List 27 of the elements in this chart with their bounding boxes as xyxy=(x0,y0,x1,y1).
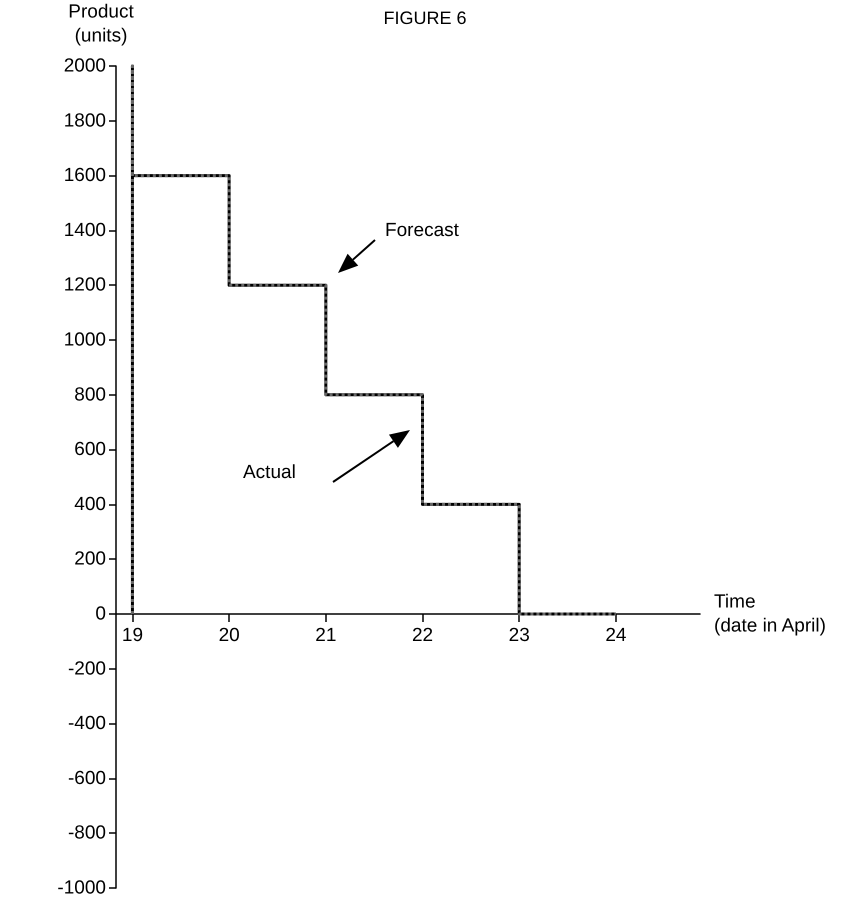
y-tick-label: 1400 xyxy=(64,220,106,241)
x-tick-label: 19 xyxy=(122,625,144,646)
x-axis-title: Time (date in April) xyxy=(714,592,826,636)
x-tick-label: 21 xyxy=(315,625,336,646)
y-tick-label: 1800 xyxy=(64,110,106,132)
y-tick-label: 200 xyxy=(74,548,106,570)
x-tick-label: 24 xyxy=(605,625,627,646)
y-tick-label: 1000 xyxy=(64,330,106,350)
y-tick-label: -1000 xyxy=(57,878,106,898)
y-tick-label: 1200 xyxy=(64,274,106,296)
y-tick-label: 600 xyxy=(74,439,106,460)
x-tick-label: 22 xyxy=(412,625,434,646)
y-axis-title: Product (units) xyxy=(68,2,134,46)
x-tick-label: 20 xyxy=(218,625,240,646)
y-tick-label: -800 xyxy=(68,822,106,844)
annotation: Actual xyxy=(243,462,296,484)
y-tick-label: 0 xyxy=(95,604,106,624)
y-tick-label: 2000 xyxy=(64,56,106,76)
y-tick-label: 1600 xyxy=(64,165,106,186)
annotation: Forecast xyxy=(385,220,459,242)
y-tick-label: -400 xyxy=(68,713,106,734)
y-tick-label: -200 xyxy=(68,658,106,680)
y-tick-label: -600 xyxy=(68,768,106,789)
x-tick-label: 23 xyxy=(508,625,530,646)
y-tick-label: 400 xyxy=(74,494,106,515)
y-tick-label: 800 xyxy=(74,384,106,406)
chart-title: FIGURE 6 xyxy=(383,8,467,28)
